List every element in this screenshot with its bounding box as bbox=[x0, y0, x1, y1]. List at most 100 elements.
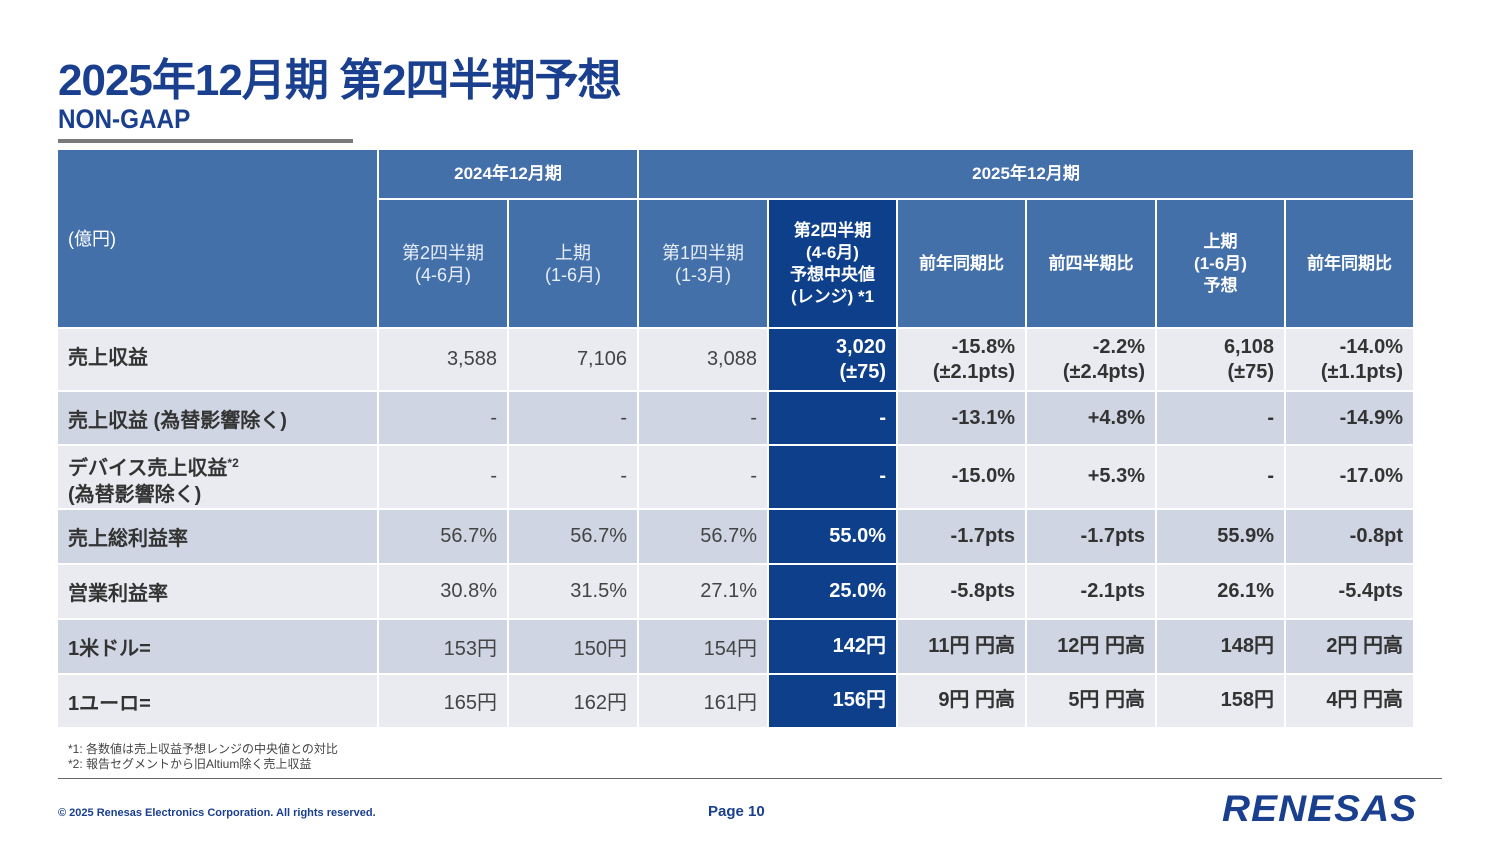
table-cell: -17.0% bbox=[1286, 446, 1413, 508]
table-cell: -13.1% bbox=[898, 392, 1025, 444]
group-header-2025: 2025年12月期 bbox=[639, 150, 1413, 198]
column-header-line: (4-6月) bbox=[806, 242, 859, 262]
table-cell: 142円 bbox=[769, 619, 896, 673]
table-cell: - bbox=[1157, 392, 1284, 444]
table-cell: -5.4pts bbox=[1286, 564, 1413, 618]
column-header-line: (1-6月) bbox=[1194, 253, 1247, 273]
row-label: 売上総利益率 bbox=[58, 509, 377, 563]
table-cell: 3,088 bbox=[639, 329, 767, 390]
row-label-text: デバイス売上収益 bbox=[68, 457, 228, 480]
column-header-line: 第2四半期 bbox=[401, 242, 484, 263]
column-header-line: 第2四半期 bbox=[793, 220, 872, 240]
row-label: 1ユーロ= bbox=[58, 674, 377, 727]
table-cell: 26.1% bbox=[1157, 564, 1284, 618]
table-row: 営業利益率 30.8% 31.5% 27.1% 25.0% -5.8pts -2.1pts 2… bbox=[58, 564, 1413, 618]
footnote-marker: *2 bbox=[227, 456, 239, 470]
table-cell: 55.0% bbox=[769, 509, 896, 563]
subtitle-underline bbox=[58, 139, 353, 143]
table-cell: 3,588 bbox=[379, 329, 507, 390]
table-cell: 158円 bbox=[1157, 674, 1284, 727]
column-header: 上期 (1-6月) bbox=[509, 200, 637, 327]
table-cell: -1.7pts bbox=[1027, 509, 1155, 563]
table-row: 1米ドル= 153円 150円 154円 142円 11円 円高 12円 円高 148円 2円 … bbox=[58, 619, 1413, 673]
column-header-line: (4-6月) bbox=[414, 264, 471, 285]
table-cell: 3,020 (±75) bbox=[769, 329, 896, 390]
row-label-line2: (為替影響除く) bbox=[68, 483, 202, 506]
table-row: 売上総利益率 56.7% 56.7% 56.7% 55.0% -1.7pts -1.7pts… bbox=[58, 509, 1413, 563]
table-cell: 153円 bbox=[379, 619, 507, 673]
table-cell: 161円 bbox=[639, 674, 767, 727]
column-header-line: 前年同期比 bbox=[919, 253, 1004, 273]
table-cell: - bbox=[769, 446, 896, 508]
column-header-line: 上期 bbox=[1203, 231, 1238, 251]
forecast-table: (億円) 2024年12月期 2025年12月期 第2四半期 (4-6月) 上期 (1… bbox=[56, 148, 1415, 729]
table-cell: -15.8% (±2.1pts) bbox=[898, 329, 1025, 390]
row-label: 売上収益 (為替影響除く) bbox=[58, 392, 377, 444]
page-subtitle: NON-GAAP bbox=[58, 104, 191, 134]
footnotes: *1: 各数値は売上収益予想レンジの中央値との対比 *2: 報告セグメントから旧… bbox=[68, 742, 338, 772]
page-number: Page 10 bbox=[708, 803, 765, 820]
table-cell: 154円 bbox=[639, 619, 767, 673]
row-label-text: 営業利益率 bbox=[68, 582, 168, 605]
table-cell: 2円 円高 bbox=[1286, 619, 1413, 673]
table-cell: - bbox=[509, 392, 637, 444]
column-header-line: (レンジ) *1 bbox=[790, 286, 875, 306]
column-header-line: (1-6月) bbox=[544, 264, 601, 285]
table-cell: -1.7pts bbox=[898, 509, 1025, 563]
table-cell: 165円 bbox=[379, 674, 507, 727]
table-cell: -2.1pts bbox=[1027, 564, 1155, 618]
table-cell: -2.2% (±2.4pts) bbox=[1027, 329, 1155, 390]
table-cell: - bbox=[509, 446, 637, 508]
table-cell: - bbox=[1157, 446, 1284, 508]
table-cell: 56.7% bbox=[509, 509, 637, 563]
table-row: デバイス売上収益*2 (為替影響除く) - - - - -15.0% +5.3% - -17.0% bbox=[58, 446, 1413, 508]
column-header: 上期 (1-6月) 予想 bbox=[1157, 200, 1284, 327]
column-header: 第1四半期 (1-3月) bbox=[639, 200, 767, 327]
row-label-text: 売上総利益率 bbox=[68, 527, 188, 550]
table-row: 売上収益 3,588 7,106 3,088 3,020 (±75) -15.8% (±2… bbox=[58, 329, 1413, 390]
table-cell: 27.1% bbox=[639, 564, 767, 618]
table-cell: +5.3% bbox=[1027, 446, 1155, 508]
row-label-text: 売上収益 (為替影響除く) bbox=[68, 410, 287, 432]
page-title: 2025年12月期 第2四半期予想 bbox=[58, 56, 622, 105]
row-label: 売上収益 bbox=[58, 329, 377, 390]
table-cell: 148円 bbox=[1157, 619, 1284, 673]
table-row: 1ユーロ= 165円 162円 161円 156円 9円 円高 5円 円高 158円 4円 円高 bbox=[58, 674, 1413, 727]
footer-divider bbox=[58, 778, 1442, 779]
table-cell: 25.0% bbox=[769, 564, 896, 618]
column-header: 前年同期比 bbox=[898, 200, 1025, 327]
table-cell: 4円 円高 bbox=[1286, 674, 1413, 727]
table-cell: 30.8% bbox=[379, 564, 507, 618]
table-cell: 31.5% bbox=[509, 564, 637, 618]
table-cell: 5円 円高 bbox=[1027, 674, 1155, 727]
column-header: 第2四半期 (4-6月) bbox=[379, 200, 507, 327]
table-cell: -5.8pts bbox=[898, 564, 1025, 618]
row-label-text: 売上収益 bbox=[68, 347, 148, 369]
table-cell: -15.0% bbox=[898, 446, 1025, 508]
renesas-logo: RENESAS bbox=[1222, 788, 1418, 829]
table-cell: 7,106 bbox=[509, 329, 637, 390]
table-cell: - bbox=[639, 392, 767, 444]
column-header-line: 前四半期比 bbox=[1048, 253, 1134, 273]
copyright: © 2025 Renesas Electronics Corporation. … bbox=[58, 807, 376, 819]
column-header-line: 予想 bbox=[1203, 275, 1238, 295]
table-cell: -14.0% (±1.1pts) bbox=[1286, 329, 1413, 390]
table-cell: -0.8pt bbox=[1286, 509, 1413, 563]
row-label-text: 1米ドル= bbox=[68, 637, 151, 660]
footnote-1: *1: 各数値は売上収益予想レンジの中央値との対比 bbox=[68, 742, 338, 756]
column-header-line: 予想中央値 bbox=[790, 264, 875, 284]
table-cell: 150円 bbox=[509, 619, 637, 673]
table-cell: - bbox=[379, 446, 507, 508]
table-cell: 6,108 (±75) bbox=[1157, 329, 1284, 390]
table-cell: 56.7% bbox=[639, 509, 767, 563]
column-header-line: (1-3月) bbox=[674, 264, 731, 285]
table-cell: - bbox=[379, 392, 507, 444]
unit-header: (億円) bbox=[58, 150, 377, 327]
column-header-line: 第1四半期 bbox=[661, 242, 744, 263]
table-cell: 56.7% bbox=[379, 509, 507, 563]
column-header-line: 前年同期比 bbox=[1307, 253, 1392, 273]
table-cell: 162円 bbox=[509, 674, 637, 727]
table-cell: 11円 円高 bbox=[898, 619, 1025, 673]
row-label-text: 1ユーロ= bbox=[68, 692, 151, 715]
table-cell: 9円 円高 bbox=[898, 674, 1025, 727]
